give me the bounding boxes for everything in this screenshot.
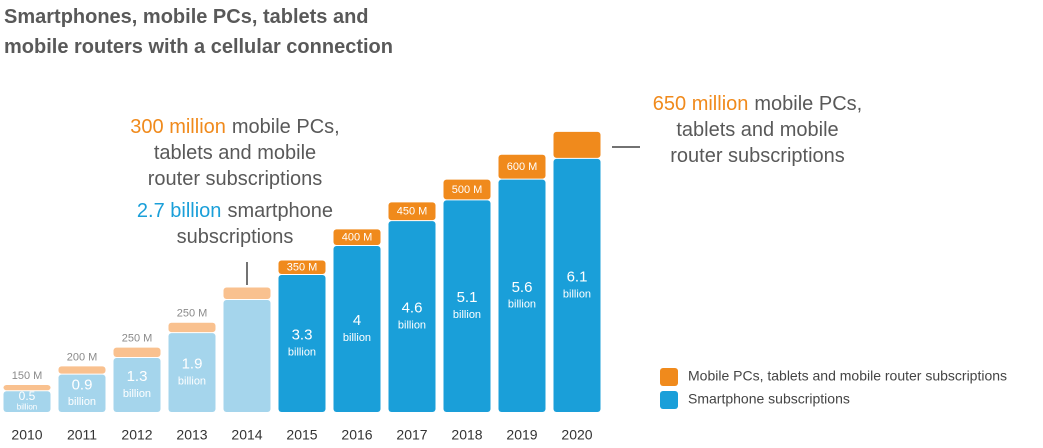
value-label: 3.3 [292,326,313,343]
bar-segment [3,385,51,391]
unit-label: billion [563,288,591,300]
unit-label: billion [68,396,96,408]
annotation-text: smartphone [227,200,334,222]
x-tick-label: 2012 [121,427,152,443]
annotation-line-text: 650 million mobile PCs, [635,91,880,117]
unit-label: billion [178,375,206,387]
bar-segment [333,246,381,412]
x-tick-label: 2015 [286,427,317,443]
value-label: 6.1 [567,268,588,285]
bar-segment [388,202,436,221]
annotation-text: tablets and mobile [153,142,317,164]
x-tick-label: 2020 [561,427,592,443]
value-label: 250 M [177,308,208,320]
x-tick-label: 2013 [176,427,207,443]
annotation-line-text: router subscriptions [635,143,880,169]
annotation-line-text: tablets and mobile [635,117,880,143]
x-tick-label: 2014 [231,427,262,443]
annotation-line-text: 300 million mobile PCs, [115,114,355,140]
value-label: 5.6 [512,279,533,296]
bar-segment [113,347,161,358]
value-label: 200 M [67,351,98,363]
x-tick-label: 2019 [506,427,537,443]
bar-segment [3,391,51,412]
value-label: 600 M [507,161,538,173]
bar-segment [58,374,106,412]
annotation: 650 million mobile PCs, tablets and mobile… [635,91,880,169]
value-label: 4 [353,312,361,329]
x-tick-label: 2016 [341,427,372,443]
legend-label: Mobile PCs, tablets and mobile router su… [688,368,1007,384]
bar-segment [168,333,216,412]
x-tick-label: 2010 [11,427,42,443]
bar-segment [168,322,216,333]
annotation-text: tablets and mobile [676,119,839,141]
value-label: 350 M [287,262,318,274]
unit-label: billion [453,309,481,321]
value-label: 1.9 [182,356,203,373]
value-label: 500 M [452,184,483,196]
value-label: 4.6 [402,300,423,317]
unit-label: billion [123,388,151,400]
bar-segment [278,275,326,412]
bar-segment [498,179,546,412]
legend-swatch [660,391,678,409]
bar-segment [498,154,546,179]
bar-segment [388,221,436,412]
annotation-text: mobile PCs, [231,116,340,138]
annotation-text: router subscriptions [147,168,323,190]
unit-label: billion [288,346,316,358]
bar-segment [223,299,271,412]
bar-segment [553,131,601,158]
value-label: 1.3 [127,368,148,385]
value-label: 0.5 [19,389,36,403]
bar-segment [333,229,381,245]
bar-segment [443,179,491,200]
x-tick-label: 2018 [451,427,482,443]
annotation-text: mobile PCs, [754,93,863,115]
value-label: 0.9 [72,376,93,393]
value-label: 450 M [397,206,428,218]
annotation-line-text: subscriptions [115,224,355,250]
value-label: 250 M [122,333,153,345]
legend-label: Smartphone subscriptions [688,391,850,407]
annotation-highlight: 2.7 billion [136,200,222,222]
bar-segment [113,358,161,412]
annotation: 2.7 billion smartphone subscriptions [115,198,355,250]
annotation-highlight: 300 million [130,116,226,138]
unit-label: billion [398,319,426,331]
legend-swatch [660,368,678,386]
unit-label: billion [17,403,37,412]
bar-segment [223,287,271,299]
chart-title: Smartphones, mobile PCs, tablets and mob… [4,6,393,58]
annotation-text: subscriptions [176,226,294,248]
unit-label: billion [343,332,371,344]
annotation-text: router subscriptions [670,145,845,167]
annotation-highlight: 650 million [652,93,749,115]
annotation: 300 million mobile PCs, tablets and mobile… [115,114,355,192]
bar-segment [443,200,491,412]
annotation-line-text: tablets and mobile [115,140,355,166]
annotation-line-text: 2.7 billion smartphone [115,198,355,224]
bar-segment [58,366,106,374]
bar-segment [278,260,326,275]
unit-label: billion [508,299,536,311]
x-tick-label: 2017 [396,427,427,443]
value-label: 400 M [342,232,373,244]
bar-segment [553,158,601,412]
value-label: 150 M [12,370,43,382]
x-tick-label: 2011 [67,427,97,443]
value-label: 5.1 [457,289,478,306]
annotation-line-text: router subscriptions [115,166,355,192]
